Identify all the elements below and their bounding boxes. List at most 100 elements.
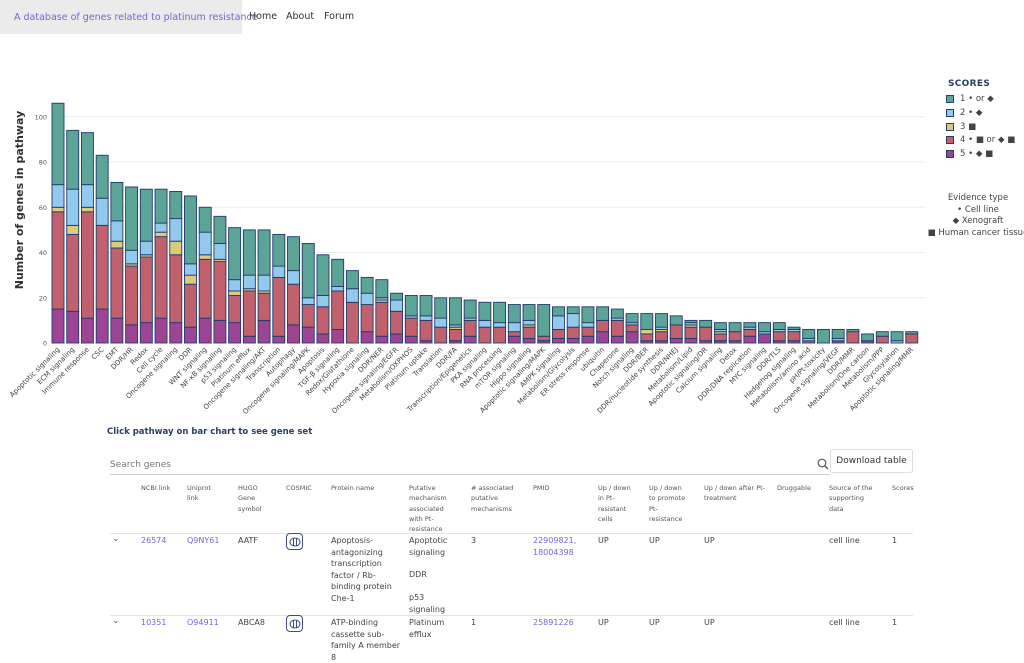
bar-segment-score-1[interactable] [125,186,139,251]
bar-segment-score-5[interactable] [743,335,757,344]
bar-segment-score-1[interactable] [66,129,80,190]
bar-ubiquitin[interactable] [596,306,610,344]
bar-segment-score-4[interactable] [655,331,668,342]
bar-segment-score-1[interactable] [875,331,889,337]
bar-segment-score-5[interactable] [51,308,65,344]
bar-segment-score-4[interactable] [228,295,242,324]
bar-segment-score-4[interactable] [184,283,197,328]
col-promote[interactable]: Up / down to promote Pt-resistance [649,484,686,523]
bar-segment-score-2[interactable] [316,295,330,308]
x-tick-label[interactable]: CSC [90,346,106,362]
bar-segment-score-5[interactable] [463,335,477,344]
bar-ph-pt-toxicity[interactable] [816,328,830,344]
bar-segment-score-1[interactable] [537,304,551,337]
bar-ddr-ber[interactable] [640,313,654,344]
bar-segment-score-5[interactable] [169,322,183,344]
bar-segment-score-4[interactable] [51,211,65,310]
bar-segment-score-1[interactable] [846,328,860,333]
bar-segment-score-4[interactable] [154,236,168,319]
bar-segment-score-4[interactable] [213,261,227,321]
bar-segment-score-1[interactable] [169,190,183,220]
bar-segment-score-1[interactable] [51,102,65,186]
bar-segment-score-2[interactable] [198,231,212,256]
bar-segment-score-1[interactable] [802,328,816,339]
bar-segment-score-5[interactable] [213,319,227,344]
bar-segment-score-5[interactable] [287,324,300,344]
bar-segment-score-5[interactable] [184,326,197,344]
bar-segment-score-1[interactable] [743,322,757,328]
bar-segment-score-1[interactable] [655,313,668,328]
bar-translation[interactable] [434,297,448,344]
bar-segment-score-1[interactable] [257,229,271,276]
bar-segment-score-3[interactable] [80,206,94,213]
bar-segment-score-1[interactable] [198,206,212,233]
download-table-button[interactable]: Download table [830,449,913,473]
bar-segment-score-4[interactable] [846,331,860,344]
bar-segment-score-5[interactable] [316,333,330,344]
bar-segment-score-1[interactable] [95,154,109,199]
bar-segment-score-3[interactable] [110,240,124,249]
bar-segment-score-2[interactable] [184,263,197,276]
col-mechanism[interactable]: Putative mechanism associated with Pt-re… [409,484,447,534]
bar-ddr-fa[interactable] [448,297,462,344]
bar-segment-score-4[interactable] [699,326,713,342]
col-uniprot[interactable]: Uniprot link [187,484,211,503]
bar-segment-score-4[interactable] [301,304,315,328]
bar-er-stress-response[interactable] [581,306,595,344]
bar-segment-score-1[interactable] [640,313,654,330]
bar-apoptotic-signaling-mmr[interactable] [905,331,919,344]
bar-segment-score-4[interactable] [375,301,389,337]
ncbi-link[interactable]: 10351 [141,618,167,627]
bar-segment-score-5[interactable] [228,322,242,344]
bar-segment-score-4[interactable] [169,254,183,324]
bar-metabolism-amino-acid[interactable] [802,328,816,344]
expand-chevron-icon[interactable]: ⌄ [112,534,120,544]
bar-apoptotic-signaling[interactable] [51,102,65,344]
bar-oncogene-signaling-egfr[interactable] [390,292,404,344]
bar-segment-score-4[interactable] [610,319,624,337]
bar-hypoxia-signaling[interactable] [360,276,374,344]
bar-segment-score-3[interactable] [198,254,212,260]
bar-segment-score-5[interactable] [404,335,418,344]
bar-csc[interactable] [95,154,109,344]
bar-immune-response[interactable] [80,132,94,344]
bar-apoptotic-signaling-mapk[interactable] [537,304,551,344]
bar-segment-score-4[interactable] [463,319,477,337]
bar-segment-score-1[interactable] [787,326,801,330]
bar-segment-score-2[interactable] [581,322,595,328]
bar-segment-score-1[interactable] [728,322,742,333]
bar-oncogene-signaling[interactable] [169,190,183,344]
bar-segment-score-2[interactable] [345,288,359,303]
bar-segment-score-2[interactable] [110,220,124,242]
bar-segment-score-4[interactable] [272,276,286,337]
bar-transcription[interactable] [272,233,286,344]
bar-ddr-hr[interactable] [125,186,139,344]
bar-segment-score-3[interactable] [184,274,197,285]
bar-segment-score-1[interactable] [272,233,286,267]
bar-segment-score-1[interactable] [522,304,536,321]
bar-segment-score-4[interactable] [448,328,462,342]
bar-segment-score-2[interactable] [169,218,183,242]
bar-segment-score-1[interactable] [448,297,462,326]
bar-calcium-signaling[interactable] [713,322,727,344]
bar-segment-score-3[interactable] [169,240,183,256]
bar-segment-score-4[interactable] [684,326,698,339]
bar-platinum-efflux[interactable] [242,229,256,344]
bar-oncogene-signaling-vegf[interactable] [831,328,845,344]
nav-forum[interactable]: Forum [324,11,355,22]
bar-segment-score-4[interactable] [80,211,94,319]
col-resistant-cells[interactable]: Up / down in Pt-resistant cells [598,484,631,523]
bar-segment-score-5[interactable] [507,335,521,344]
bar-segment-score-2[interactable] [95,197,109,226]
bar-redox-glutathione[interactable] [345,270,359,344]
bar-segment-score-1[interactable] [463,299,477,319]
bar-metabolism-glycolysis[interactable] [566,306,580,344]
bar-segment-score-4[interactable] [772,331,786,342]
bar-segment-score-1[interactable] [581,306,595,324]
bar-segment-score-5[interactable] [110,317,124,344]
bar-segment-score-2[interactable] [154,222,168,233]
bar-segment-score-1[interactable] [669,315,683,326]
pmid-links[interactable]: 25891226 [533,618,574,627]
bar-segment-score-4[interactable] [669,324,683,339]
